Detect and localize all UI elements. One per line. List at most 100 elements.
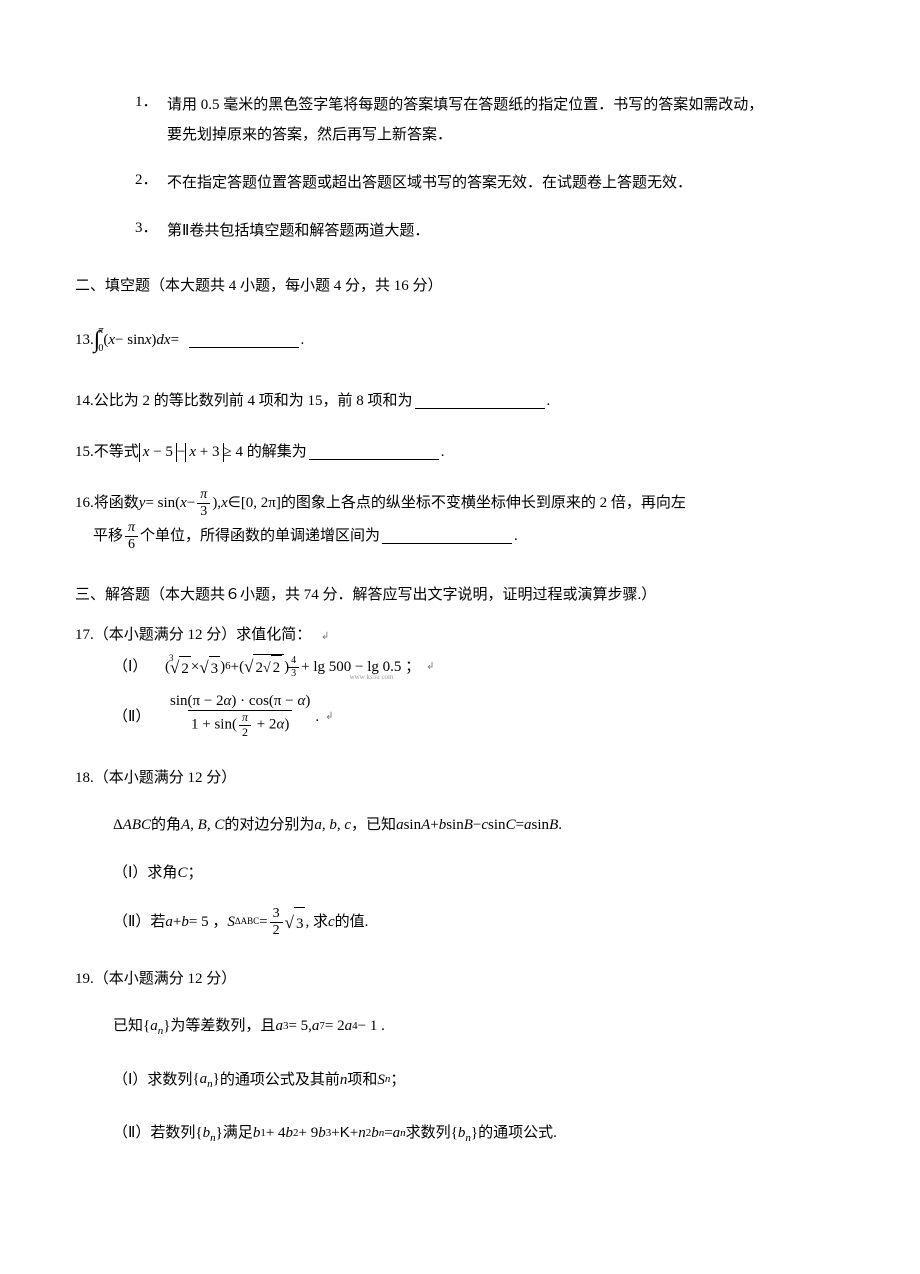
set-a: a xyxy=(150,1018,158,1034)
q18-statement: ΔABC 的角 A, B, C 的对边分别为 a, b, c ，已知 a sin… xyxy=(75,808,845,843)
question-16: 16.将函数 y = sin( x − π 3 ), x ∈ [0, 2π] 的… xyxy=(75,487,845,553)
q16-frac-pi3: π 3 xyxy=(197,487,210,520)
answer-blank xyxy=(415,394,545,409)
b2: b xyxy=(286,1116,294,1151)
a4: a xyxy=(345,1009,353,1044)
b1: b xyxy=(253,1116,261,1151)
q13-dx-x: x xyxy=(164,324,171,357)
p2-text: , 求 xyxy=(305,906,328,939)
p2-b: 满足 xyxy=(223,1116,253,1151)
q16-close: ), xyxy=(212,487,221,520)
q15-minus: − xyxy=(177,436,185,469)
q13-mid: − sin xyxy=(115,324,145,357)
answer-blank xyxy=(382,529,512,544)
inner-sqrt2: √2 xyxy=(263,655,282,680)
p2-end: 的通项公式. xyxy=(478,1116,557,1151)
q16-frac-den: 3 xyxy=(197,503,210,520)
q16-frac2-den: 6 xyxy=(125,536,138,553)
q18-p1-C: C xyxy=(177,857,187,890)
instruction-number: 2． xyxy=(135,168,167,198)
exp-4-3: 4 3 xyxy=(288,655,299,679)
q13-d: d xyxy=(156,324,164,357)
q13-period: . xyxy=(301,324,305,357)
q16-frac2-num: π xyxy=(125,520,138,536)
watermark-text: www ks5u com xyxy=(350,672,394,683)
cbrt-2: 3 √2 xyxy=(170,654,191,681)
set-n2: n xyxy=(465,1132,471,1144)
q15-abs2-b: + 3 xyxy=(196,444,219,460)
sqrt3-radicand: 3 xyxy=(209,656,221,681)
plusK: + xyxy=(331,1116,339,1151)
q16-x2: x xyxy=(221,487,228,520)
abc: a, b, c xyxy=(314,808,351,843)
q15-period: . xyxy=(441,436,445,469)
q15-text-a: 15.不等式 xyxy=(75,436,139,469)
q18-b: b xyxy=(439,808,447,843)
inner-den: 2 xyxy=(239,725,251,740)
C: C xyxy=(506,808,516,843)
B: B xyxy=(464,808,473,843)
question-19: 19.（本小题满分 12 分） 已知 {an} 为等差数列，且 a3 = 5, … xyxy=(75,967,845,1151)
q16-y: y xyxy=(139,487,146,520)
sqrt-3: √3 xyxy=(199,654,220,681)
p2-S: S xyxy=(227,906,235,939)
q18-frac-32: 3 2 xyxy=(270,906,283,939)
question-13: 13. ∫ π 0 ( x − sin x ) d x = . xyxy=(75,314,845,367)
p2-num-c: ) xyxy=(305,693,310,709)
sinB: sin xyxy=(446,808,464,843)
p2-den-b: + 2 xyxy=(253,717,276,733)
return-glyph-icon: ↲ xyxy=(426,659,434,675)
plus1: + xyxy=(430,808,438,843)
question-17: 17.（本小题满分 12 分）求值化简： ↲ （Ⅰ） ( 3 √2 × √3 )… xyxy=(75,623,845,740)
q16-minus: − xyxy=(187,487,195,520)
p2-text: 求数列 xyxy=(406,1116,451,1151)
q17-part-2: （Ⅱ） sin(π − 2α) · cos(π − α) 1 + sin(π2 … xyxy=(113,693,845,740)
p2-eq2: = xyxy=(259,906,267,939)
eq: = xyxy=(384,1116,392,1151)
instruction-text: 第Ⅱ卷共包括填空题和解答题两道大题． xyxy=(167,216,845,246)
q16-text-c: 平移 xyxy=(93,520,123,553)
q16-frac-pi6: π 6 xyxy=(125,520,138,553)
minus1: − 1 . xyxy=(358,1009,385,1044)
q19-t1: 已知 xyxy=(113,1009,143,1044)
q16-in: ∈ xyxy=(228,487,241,520)
q17-head-text: 17.（本小题满分 12 分）求值化简： xyxy=(75,627,311,643)
instruction-number: 3． xyxy=(135,216,167,246)
q19-t2: 为等差数列，且 xyxy=(170,1009,275,1044)
set-b: b xyxy=(203,1125,211,1141)
inner-num: π xyxy=(239,711,251,725)
p2-den-c: ) xyxy=(284,717,289,733)
return-glyph-icon: ↲ xyxy=(321,631,329,642)
q16-text-d: 个单位，所得函数的单调递增区间为 xyxy=(140,520,380,553)
n: n xyxy=(340,1063,348,1098)
p1-c: 项和 xyxy=(347,1063,377,1098)
q18-t3: ，已知 xyxy=(351,808,396,843)
q19-head: 19.（本小题满分 12 分） xyxy=(75,967,845,991)
p2-a: a xyxy=(165,906,173,939)
frac-num: 3 xyxy=(270,906,283,922)
q16-text-b: 的图象上各点的纵坐标不变横坐标伸长到原来的 2 倍，再向左 xyxy=(281,487,686,520)
q16-eq: = sin( xyxy=(145,487,180,520)
p2-period: . xyxy=(315,705,319,729)
b3: b xyxy=(318,1116,326,1151)
section-3-heading: 三、解答题（本大题共６小题，共 74 分．解答应写出文字说明，证明过程或演算步骤… xyxy=(75,583,845,607)
sqrt3: √3 xyxy=(285,904,306,941)
instruction-item: 1． 请用 0.5 毫米的黑色签字笔将每题的答案填写在答题纸的指定位置．书写的答… xyxy=(135,90,845,150)
eq2: = xyxy=(516,808,524,843)
instruction-text: 不在指定答题位置答题或超出答题区域书写的答案无效．在试题卷上答题无效． xyxy=(167,168,845,198)
p2-a: （Ⅱ）若数列 xyxy=(113,1116,195,1151)
q17-plus1: + xyxy=(231,655,239,679)
q17-part-1: （Ⅰ） ( 3 √2 × √3 )6 + ( √ 2√2 ) 4 3 xyxy=(113,647,845,687)
q13-x2: x xyxy=(145,324,152,357)
sinC: sin xyxy=(488,808,506,843)
inner-sqrt2-rad: 2 xyxy=(271,655,283,680)
q16-text-a: 16.将函数 xyxy=(75,487,139,520)
integral-symbol: ∫ π 0 xyxy=(94,314,104,367)
q18-p2-label: （Ⅱ）若 xyxy=(113,906,165,939)
plus9: + 9 xyxy=(299,1116,319,1151)
q18-t1: 的角 xyxy=(151,808,181,843)
p2-eq: = 5 ， xyxy=(189,906,227,939)
p1-end: ； xyxy=(390,1063,405,1098)
p2-end: 的值. xyxy=(335,906,369,939)
set-n: n xyxy=(158,1025,164,1037)
